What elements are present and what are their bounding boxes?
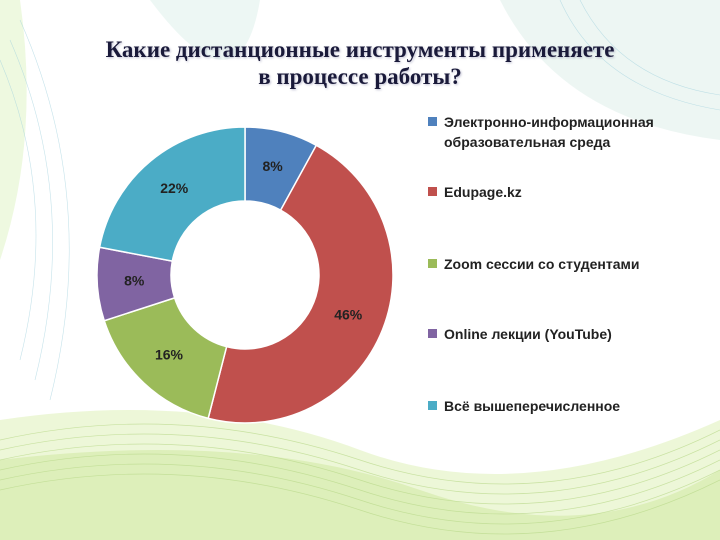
- chart-title-line-2: в процессе работы?: [258, 64, 462, 89]
- chart-title: Какие дистанционные инструменты применяе…: [40, 36, 680, 90]
- legend-label-all: Всё вышеперечисленное: [444, 398, 621, 414]
- legend-swatch-eios: [428, 117, 437, 126]
- legend-label-zoom: Zoom сессии со студентами: [444, 256, 640, 272]
- legend-swatch-edupage: [428, 187, 437, 196]
- legend-swatch-all: [428, 401, 437, 410]
- legend-item-all: Всё вышеперечисленное: [428, 396, 620, 416]
- data-label-edupage: 46%: [334, 307, 363, 323]
- data-label-eios: 8%: [262, 158, 283, 174]
- legend-item-edupage: Edupage.kz: [428, 182, 522, 202]
- donut-chart: 8% 46% 16% 8% 22%: [96, 126, 394, 424]
- legend-item-youtube: Online лекции (YouTube): [428, 324, 612, 344]
- legend-swatch-zoom: [428, 259, 437, 268]
- legend-item-zoom: Zoom сессии со студентами: [428, 254, 639, 274]
- legend-label-edupage: Edupage.kz: [444, 184, 522, 200]
- slice-all: [98, 126, 246, 263]
- legend-item-eios: Электронно-информационная образовательна…: [428, 112, 714, 152]
- legend-label-youtube: Online лекции (YouTube): [444, 326, 612, 342]
- chart-title-line-1: Какие дистанционные инструменты применяе…: [105, 37, 615, 62]
- legend-label-eios: Электронно-информационная образовательна…: [444, 114, 654, 150]
- slice-edupage: [207, 144, 394, 424]
- data-label-youtube: 8%: [124, 273, 145, 289]
- data-label-all: 22%: [160, 180, 189, 196]
- legend-swatch-youtube: [428, 329, 437, 338]
- data-label-zoom: 16%: [155, 347, 184, 363]
